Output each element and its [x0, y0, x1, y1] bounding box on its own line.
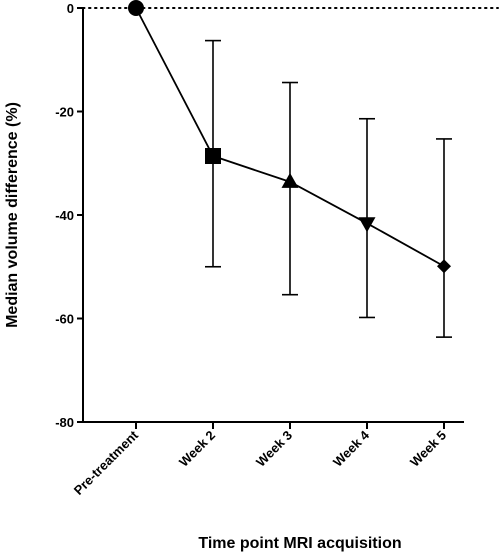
- series-layer: [128, 0, 452, 338]
- point-square-marker: [205, 148, 221, 165]
- x-axis-title: Time point MRI acquisition: [198, 535, 401, 552]
- point-triangle-down-marker: [358, 217, 376, 233]
- point-circle-marker: [128, 0, 144, 16]
- point-diamond-marker: [437, 259, 451, 274]
- point-triangle-up-marker: [281, 172, 299, 188]
- y-tick-label: -40: [55, 208, 74, 223]
- y-tick-label: -20: [55, 105, 74, 120]
- x-tick-label: Week 5: [407, 428, 449, 470]
- y-tick-label: -60: [55, 312, 74, 327]
- y-tick-label: -80: [55, 415, 74, 430]
- x-tick-label: Pre-treatment: [71, 427, 142, 498]
- x-tick-label: Week 3: [253, 428, 295, 470]
- x-tick-label: Week 2: [176, 428, 218, 470]
- y-axis-title: Median volume difference (%): [4, 102, 21, 328]
- x-tick-label: Week 4: [330, 427, 373, 470]
- y-tick-label: 0: [67, 1, 74, 16]
